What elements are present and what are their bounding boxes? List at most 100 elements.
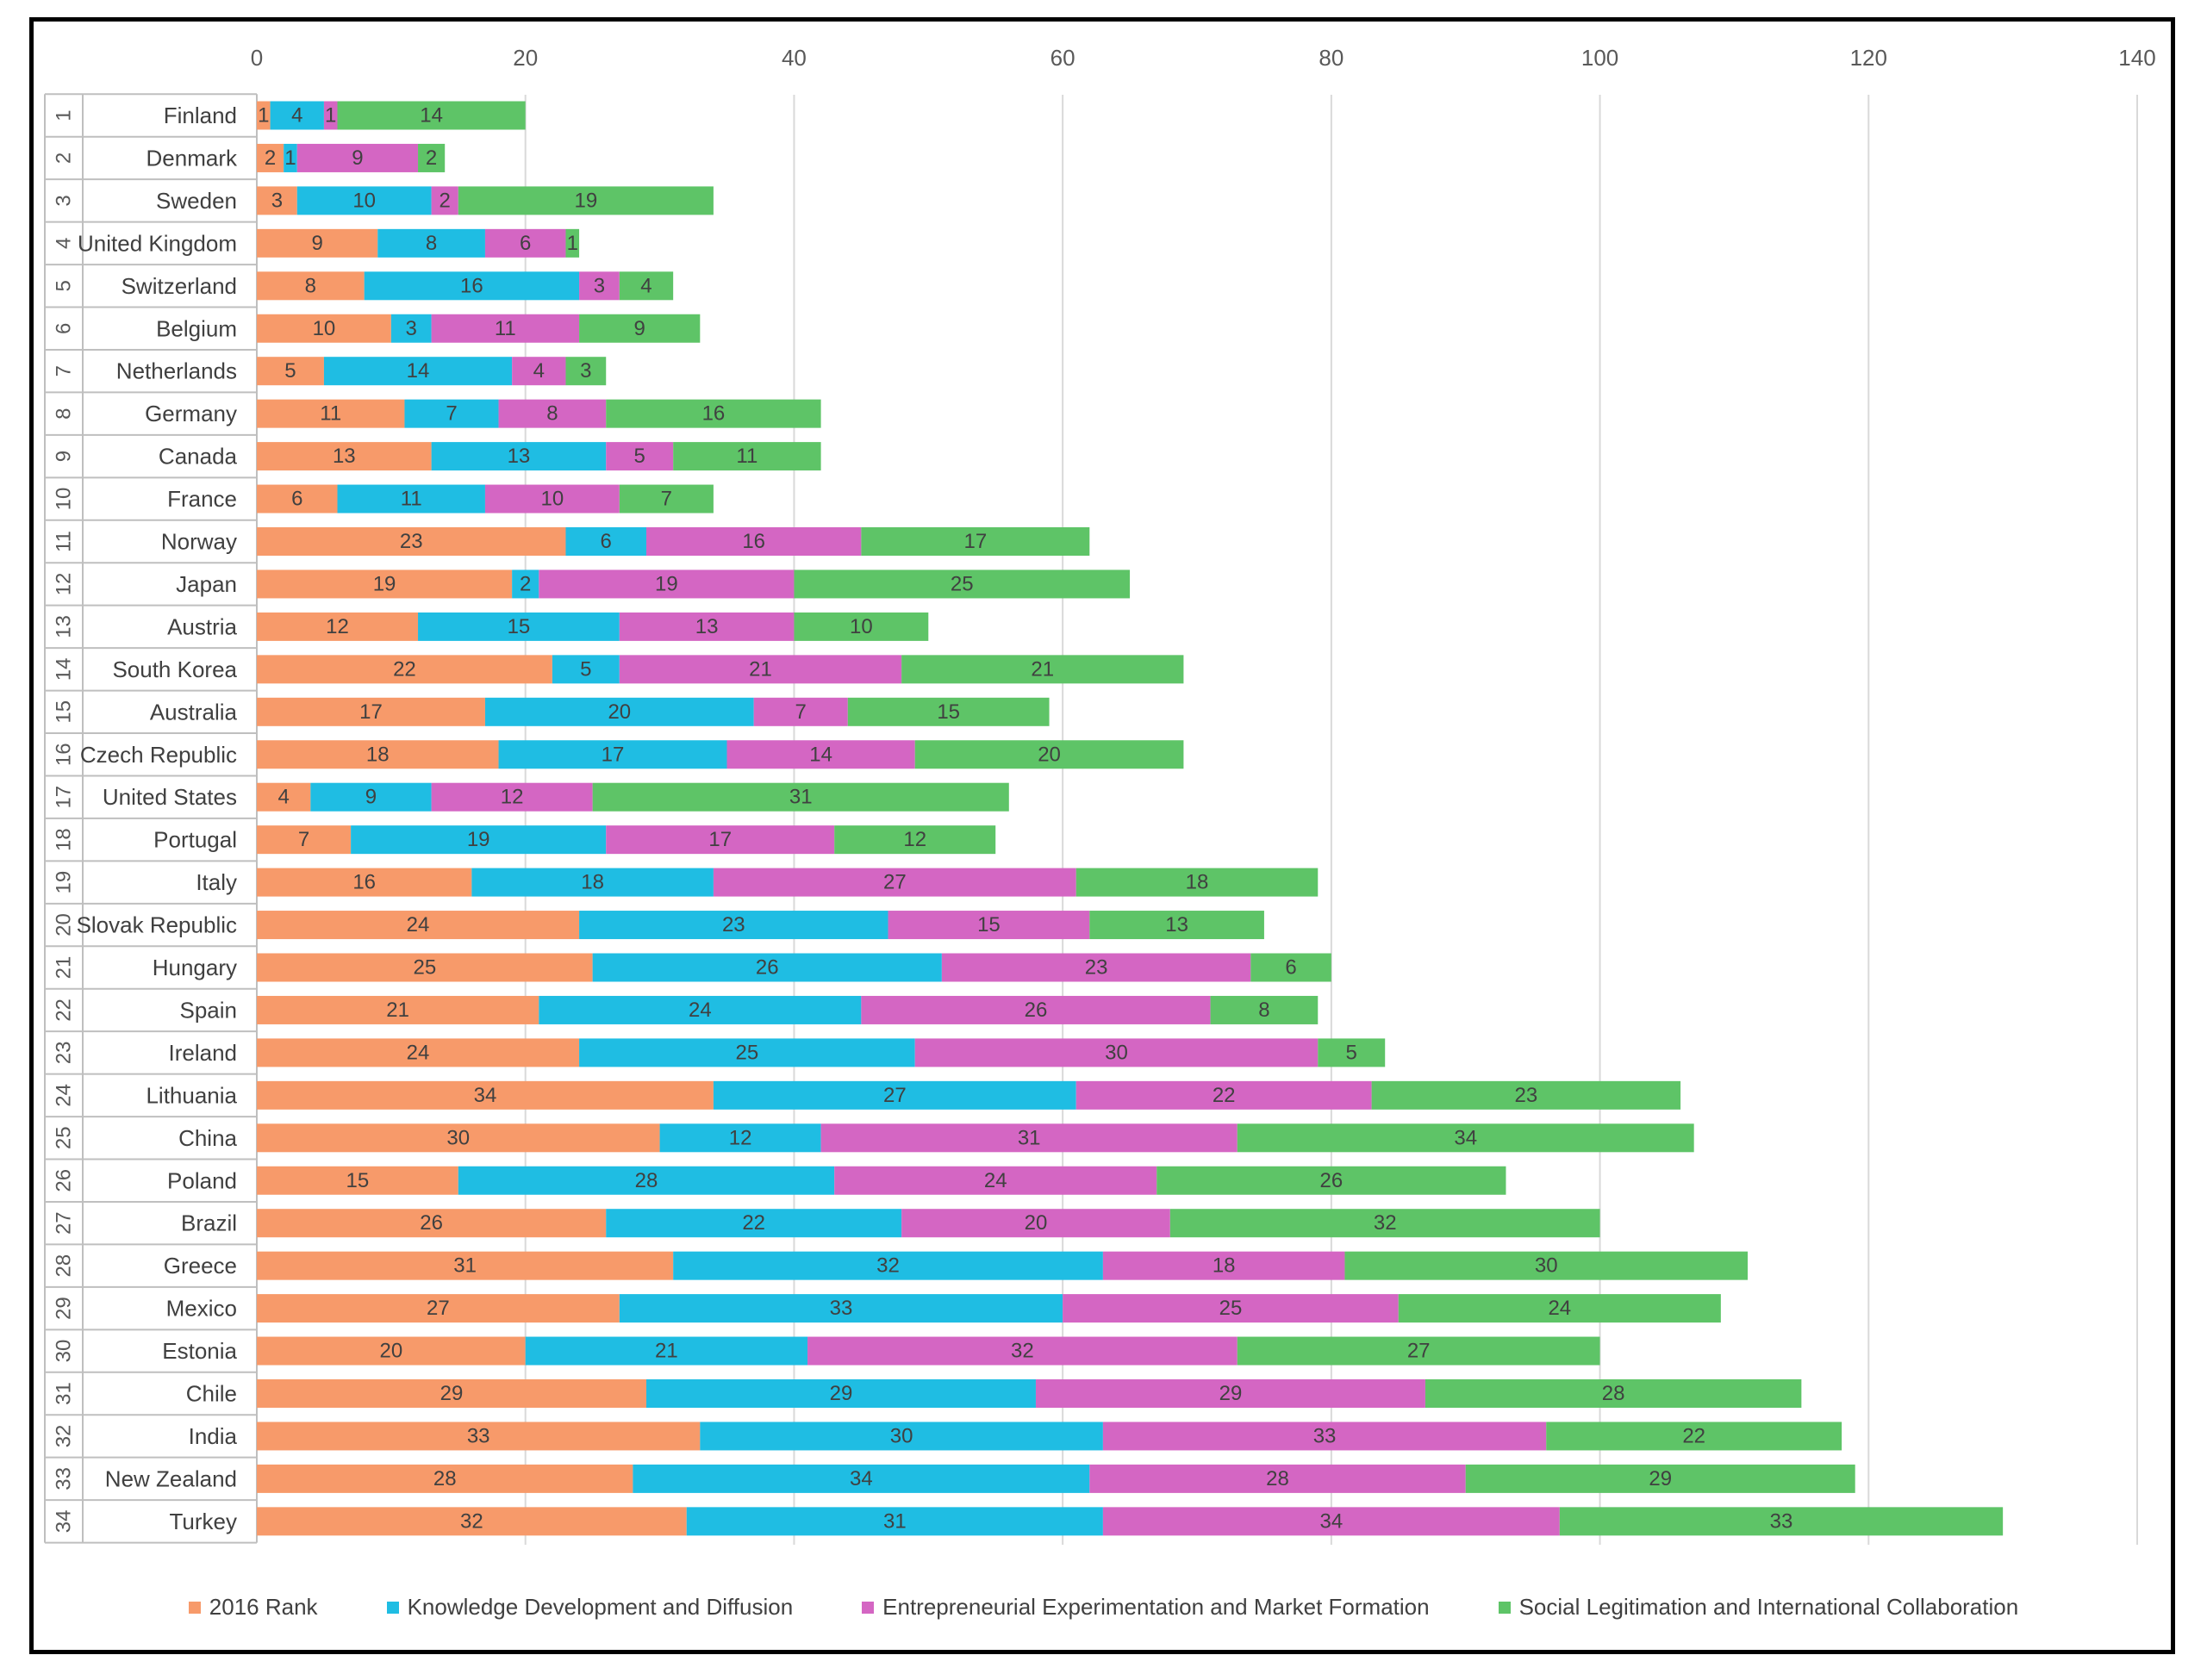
data-label: 7 bbox=[298, 828, 309, 851]
bar-segment bbox=[351, 825, 607, 855]
data-label: 8 bbox=[426, 232, 437, 255]
bar-segment bbox=[726, 740, 915, 769]
bar-segment bbox=[1344, 1251, 1749, 1280]
rank-label: 24 bbox=[53, 1084, 76, 1107]
data-label: 2 bbox=[265, 146, 276, 170]
bar-segment bbox=[364, 271, 580, 301]
bar-segment bbox=[1546, 1422, 1842, 1451]
data-label: 34 bbox=[1320, 1509, 1344, 1533]
rank-label: 27 bbox=[53, 1211, 76, 1235]
data-label: 6 bbox=[1285, 956, 1296, 980]
bar-segment bbox=[579, 314, 701, 343]
bar-segment bbox=[257, 953, 593, 982]
data-label: 13 bbox=[508, 445, 531, 468]
rank-label: 30 bbox=[53, 1340, 76, 1363]
data-label: 11 bbox=[736, 445, 757, 468]
country-label: New Zealand bbox=[105, 1465, 237, 1491]
bar-segment bbox=[861, 527, 1090, 556]
bar-segment bbox=[404, 399, 499, 428]
rank-label: 7 bbox=[53, 365, 76, 376]
bar-segment bbox=[1237, 1123, 1694, 1153]
data-label: 5 bbox=[580, 657, 591, 681]
rank-label: 25 bbox=[53, 1126, 76, 1149]
country-label: United States bbox=[103, 784, 237, 810]
data-label: 28 bbox=[635, 1169, 658, 1192]
data-label: 3 bbox=[580, 359, 591, 383]
data-label: 26 bbox=[420, 1211, 443, 1235]
data-label: 17 bbox=[963, 530, 987, 553]
data-label: 23 bbox=[400, 530, 423, 553]
legend-swatch bbox=[862, 1601, 875, 1614]
bar-segment bbox=[606, 825, 835, 855]
data-label: 9 bbox=[311, 232, 322, 255]
bar-segment bbox=[686, 1507, 1103, 1536]
bar-segment bbox=[484, 697, 754, 726]
country-label: Czech Republic bbox=[80, 742, 237, 768]
data-label: 5 bbox=[284, 359, 296, 383]
data-label: 27 bbox=[883, 871, 907, 894]
data-label: 14 bbox=[809, 743, 832, 766]
data-label: 18 bbox=[366, 743, 390, 766]
bar-segment bbox=[431, 314, 580, 343]
rank-label: 26 bbox=[53, 1169, 76, 1192]
data-label: 9 bbox=[352, 146, 363, 170]
bar-segment bbox=[310, 782, 432, 812]
country-label: France bbox=[167, 486, 237, 512]
data-label: 10 bbox=[352, 189, 376, 212]
data-label: 20 bbox=[608, 700, 631, 724]
bar-segment bbox=[713, 868, 1076, 897]
bar-segment bbox=[418, 612, 620, 641]
data-label: 32 bbox=[1374, 1211, 1397, 1235]
x-tick-label: 60 bbox=[1051, 45, 1075, 71]
data-label: 24 bbox=[407, 1041, 430, 1064]
data-label: 20 bbox=[1038, 743, 1061, 766]
data-label: 22 bbox=[393, 657, 416, 681]
data-label: 29 bbox=[1649, 1467, 1672, 1490]
rank-label: 6 bbox=[53, 323, 76, 334]
data-label: 1 bbox=[284, 146, 296, 170]
legend-label: Knowledge Development and Diffusion bbox=[407, 1594, 794, 1620]
data-label: 2 bbox=[520, 572, 531, 595]
data-label: 25 bbox=[1219, 1297, 1243, 1320]
rank-label: 23 bbox=[53, 1042, 76, 1065]
bar-segment bbox=[1371, 1080, 1681, 1110]
data-label: 20 bbox=[1025, 1211, 1048, 1235]
data-label: 6 bbox=[520, 232, 531, 255]
data-label: 14 bbox=[420, 104, 443, 128]
data-label: 11 bbox=[401, 488, 422, 511]
data-label: 3 bbox=[406, 317, 417, 340]
data-label: 4 bbox=[640, 274, 652, 297]
country-label: Italy bbox=[196, 869, 237, 895]
data-label: 28 bbox=[1602, 1382, 1625, 1405]
bar-segment bbox=[1102, 1251, 1345, 1280]
bar-segment bbox=[579, 911, 888, 940]
bar-segment bbox=[1210, 995, 1319, 1024]
bar-segment bbox=[659, 1123, 821, 1153]
bar-segment bbox=[1559, 1507, 2004, 1536]
data-label: 30 bbox=[1535, 1254, 1558, 1278]
data-label: 10 bbox=[313, 317, 336, 340]
bar-segment bbox=[619, 655, 902, 684]
data-label: 7 bbox=[446, 402, 457, 426]
country-label: Norway bbox=[161, 529, 237, 555]
bar-segment bbox=[257, 1507, 687, 1536]
bar-segment bbox=[257, 357, 324, 386]
bar-segment bbox=[645, 1379, 1036, 1408]
bar-segment bbox=[337, 484, 485, 513]
bar-segment bbox=[861, 995, 1211, 1024]
rank-label: 12 bbox=[53, 573, 76, 596]
data-label: 27 bbox=[427, 1297, 450, 1320]
bar-segment bbox=[1250, 953, 1331, 982]
data-label: 6 bbox=[291, 488, 302, 511]
country-label: United Kingdom bbox=[78, 230, 237, 256]
bar-segment bbox=[619, 484, 714, 513]
bar-segment bbox=[1089, 1464, 1466, 1493]
rank-label: 20 bbox=[53, 913, 76, 936]
data-label: 8 bbox=[1258, 999, 1269, 1022]
bar-segment bbox=[592, 782, 1009, 812]
data-label: 19 bbox=[467, 828, 490, 851]
country-label: Finland bbox=[164, 103, 237, 128]
bar-segment bbox=[633, 1464, 1090, 1493]
country-label: Spain bbox=[180, 997, 238, 1023]
data-label: 15 bbox=[346, 1169, 370, 1192]
